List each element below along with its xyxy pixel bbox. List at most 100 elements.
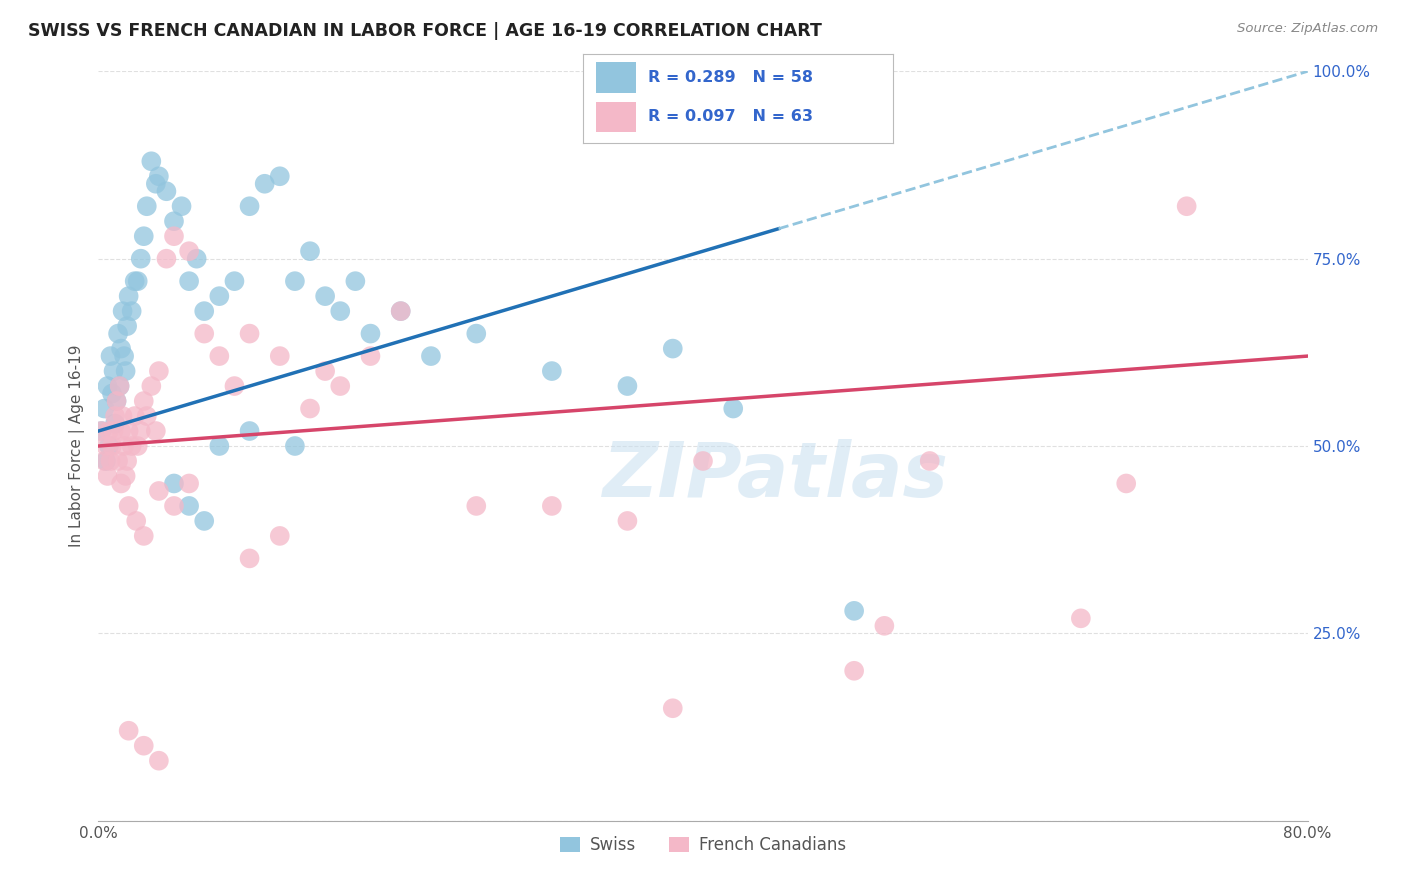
Point — [193, 304, 215, 318]
Point — [269, 349, 291, 363]
Point — [1070, 611, 1092, 625]
Point — [193, 514, 215, 528]
Point — [179, 244, 201, 259]
Point — [253, 177, 276, 191]
Point — [661, 701, 683, 715]
Point — [93, 454, 115, 468]
Point — [299, 244, 322, 259]
Point — [108, 379, 131, 393]
Point — [98, 439, 121, 453]
Point — [360, 326, 382, 341]
Point — [118, 424, 141, 438]
Point — [269, 169, 291, 184]
Point — [918, 454, 941, 468]
Point — [299, 401, 322, 416]
Point — [170, 199, 193, 213]
Bar — [596, 62, 636, 93]
Point — [141, 379, 163, 393]
Point — [112, 349, 135, 363]
Text: ZIPatlas: ZIPatlas — [603, 439, 949, 513]
Point — [148, 483, 170, 498]
Text: R = 0.289   N = 58: R = 0.289 N = 58 — [648, 70, 814, 85]
Point — [269, 529, 291, 543]
Point — [129, 424, 152, 438]
Point — [111, 304, 134, 318]
Point — [465, 499, 488, 513]
Point — [96, 469, 118, 483]
Point — [103, 364, 125, 378]
Point — [1115, 476, 1137, 491]
Point — [239, 424, 262, 438]
Point — [208, 349, 231, 363]
Point — [163, 214, 186, 228]
Bar — [596, 102, 636, 132]
Point — [844, 664, 866, 678]
Point — [163, 229, 186, 244]
Point — [124, 274, 146, 288]
Point — [121, 439, 143, 453]
Point — [101, 439, 124, 453]
Point — [148, 754, 170, 768]
Point — [1175, 199, 1198, 213]
Point — [124, 409, 146, 423]
Point — [127, 274, 149, 288]
Point — [104, 417, 127, 431]
Legend: Swiss, French Canadians: Swiss, French Canadians — [553, 830, 853, 861]
Point — [224, 379, 246, 393]
Point — [616, 514, 638, 528]
Point — [98, 424, 121, 438]
Point — [90, 424, 112, 438]
Point — [100, 349, 122, 363]
Point — [118, 499, 141, 513]
Point — [118, 723, 141, 738]
Point — [108, 379, 131, 393]
Text: Source: ZipAtlas.com: Source: ZipAtlas.com — [1237, 22, 1378, 36]
Point — [141, 154, 163, 169]
Point — [101, 386, 124, 401]
Point — [118, 289, 141, 303]
Point — [284, 439, 307, 453]
Text: SWISS VS FRENCH CANADIAN IN LABOR FORCE | AGE 16-19 CORRELATION CHART: SWISS VS FRENCH CANADIAN IN LABOR FORCE … — [28, 22, 823, 40]
Point — [179, 476, 201, 491]
Point — [844, 604, 866, 618]
Point — [163, 476, 186, 491]
Point — [186, 252, 208, 266]
Point — [93, 401, 115, 416]
Point — [314, 289, 336, 303]
Point — [135, 409, 157, 423]
Point — [314, 364, 336, 378]
Point — [132, 394, 155, 409]
Point — [103, 424, 125, 438]
Point — [145, 177, 167, 191]
Point — [239, 551, 262, 566]
Point — [661, 342, 683, 356]
Point — [239, 199, 262, 213]
Point — [96, 379, 118, 393]
Point — [132, 739, 155, 753]
Point — [105, 394, 128, 409]
Point — [329, 304, 352, 318]
Point — [344, 274, 367, 288]
Point — [110, 424, 132, 438]
Point — [224, 274, 246, 288]
Point — [114, 469, 136, 483]
Point — [125, 514, 148, 528]
Point — [163, 499, 186, 513]
Point — [179, 499, 201, 513]
Point — [155, 184, 177, 198]
Point — [873, 619, 896, 633]
Point — [155, 252, 177, 266]
Point — [723, 401, 745, 416]
Point — [148, 169, 170, 184]
Point — [115, 454, 138, 468]
Point — [110, 342, 132, 356]
Point — [132, 229, 155, 244]
Point — [540, 499, 562, 513]
Point — [127, 439, 149, 453]
Point — [100, 454, 122, 468]
Point — [540, 364, 562, 378]
Point — [132, 529, 155, 543]
Point — [193, 326, 215, 341]
Point — [90, 424, 112, 438]
Point — [104, 409, 127, 423]
